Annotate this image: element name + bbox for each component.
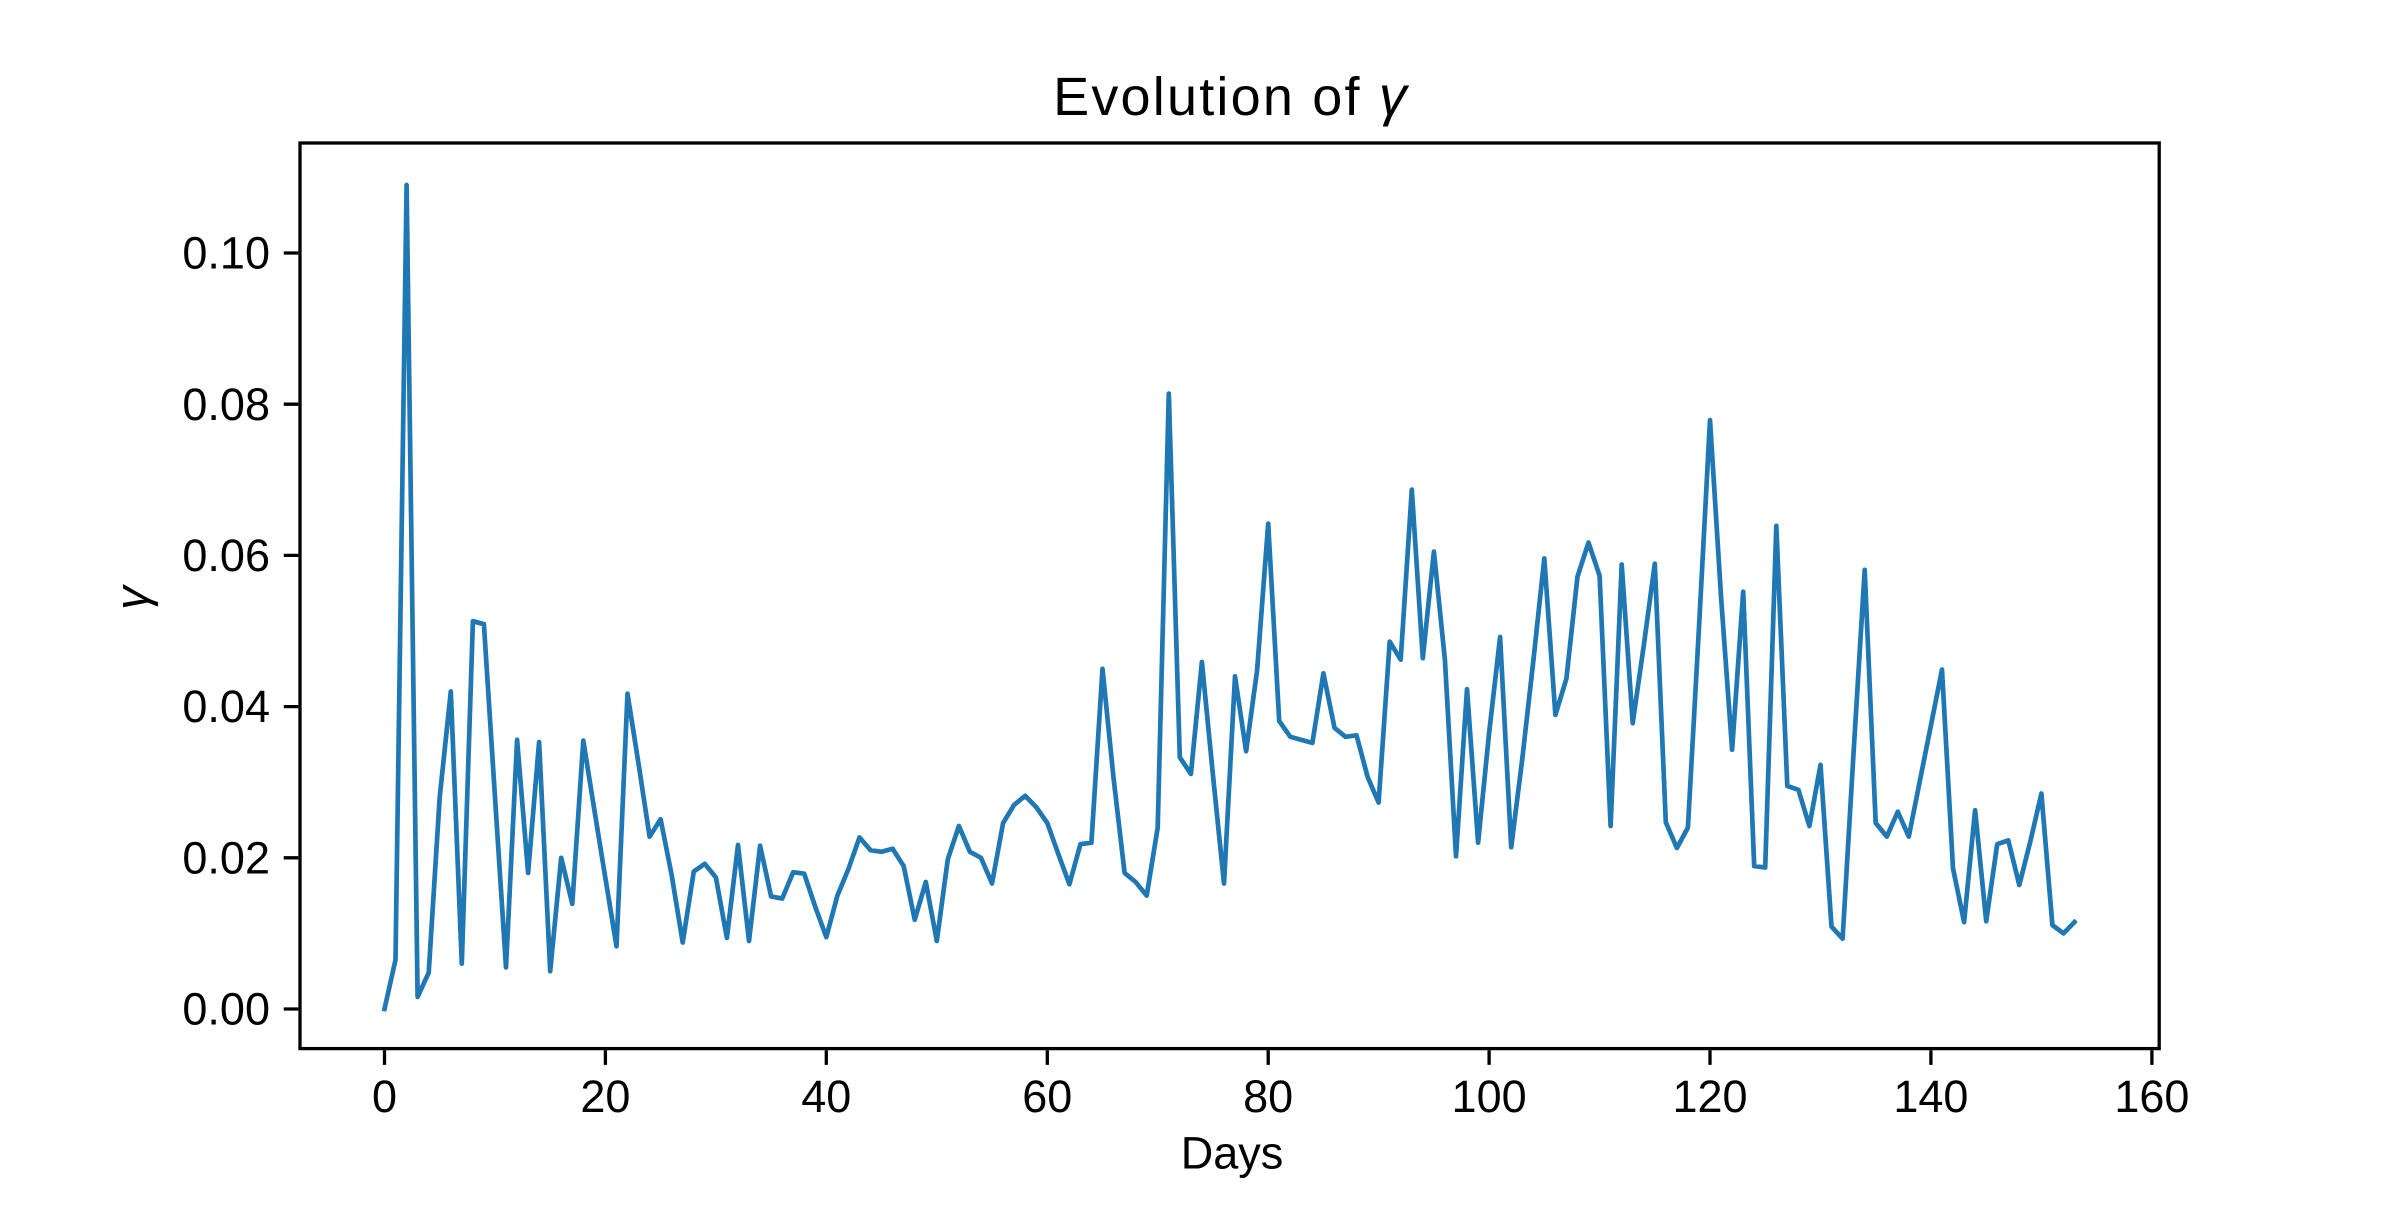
svg-text:0.04: 0.04: [182, 681, 270, 732]
svg-text:0: 0: [372, 1071, 397, 1122]
svg-text:20: 20: [580, 1071, 630, 1122]
svg-text:100: 100: [1452, 1071, 1527, 1122]
svg-text:0.00: 0.00: [182, 984, 270, 1035]
svg-text:0.08: 0.08: [182, 379, 270, 430]
svg-text:γ: γ: [105, 584, 158, 610]
svg-text:Days: Days: [1181, 1128, 1284, 1179]
svg-text:0.06: 0.06: [182, 530, 270, 581]
svg-text:80: 80: [1243, 1071, 1293, 1122]
svg-text:120: 120: [1672, 1071, 1747, 1122]
svg-text:0.02: 0.02: [182, 832, 270, 883]
svg-text:0.10: 0.10: [182, 228, 270, 279]
svg-text:Evolution of γ: Evolution of γ: [1053, 65, 1410, 127]
svg-text:60: 60: [1022, 1071, 1072, 1122]
svg-text:40: 40: [801, 1071, 851, 1122]
svg-text:160: 160: [2114, 1071, 2189, 1122]
svg-text:140: 140: [1893, 1071, 1968, 1122]
